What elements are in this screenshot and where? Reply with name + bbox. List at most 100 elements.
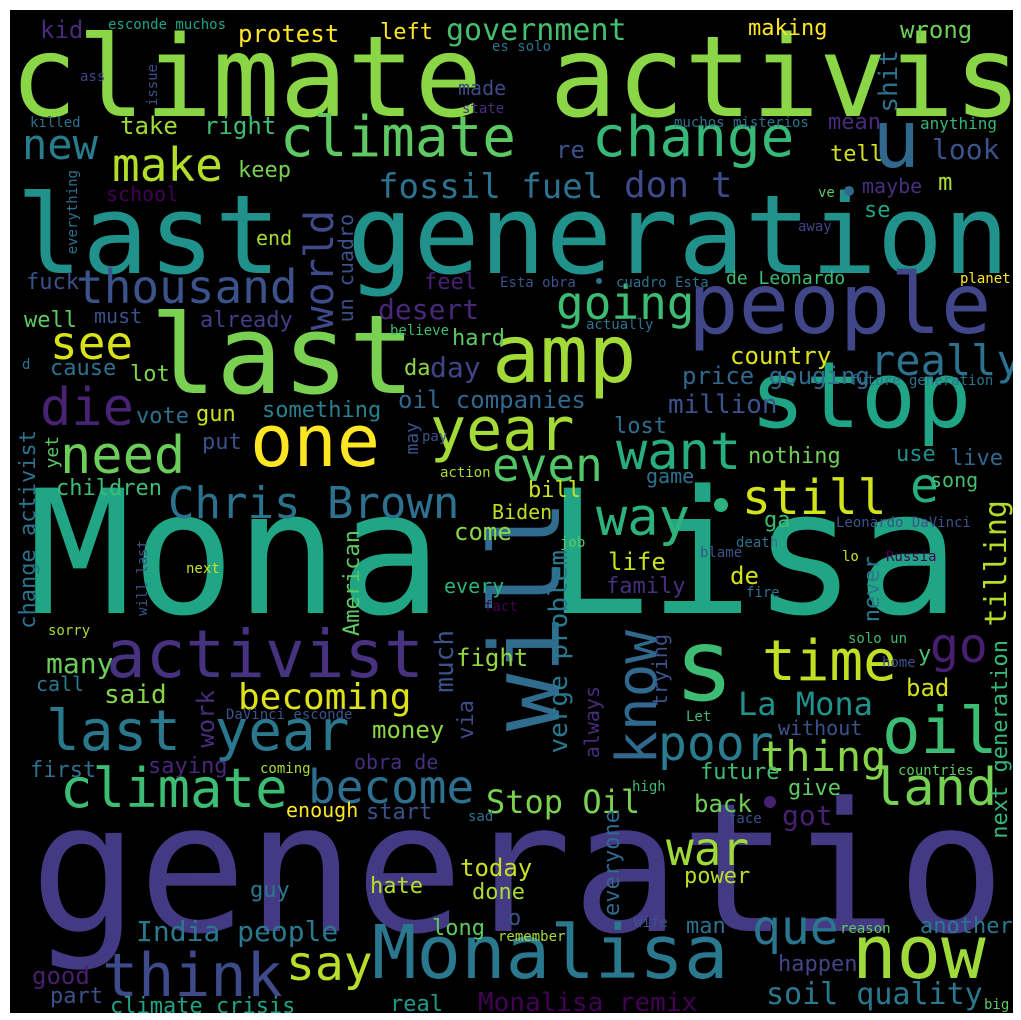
word-yet: yet [42,436,63,469]
word-fire: fire [746,585,780,601]
dot-mark [596,278,602,284]
word-hard: hard [452,326,505,351]
word-let: Let [686,709,712,725]
word-maybe: maybe [862,174,923,198]
word-government: government [446,13,627,48]
word-good: good [32,962,90,990]
word-issue: issue [145,64,161,107]
word-generation: generation [30,765,1013,974]
word-away: away [798,219,832,235]
word-happen: happen [778,952,858,977]
word-said: said [104,680,167,710]
word-die: die [40,378,134,438]
word-still: still [742,470,887,526]
word-trying: trying [648,634,672,707]
word-muchos-misterios: muchos misterios [674,115,809,131]
word-done: done [472,880,525,905]
word-planet: planet [960,271,1011,287]
word-vote: vote [136,404,189,429]
word-fuck: fuck [26,270,79,295]
word-lot: lot [130,362,170,387]
word-future-generation: future generation [850,373,994,389]
word-use: use [896,442,936,467]
word-y: y [918,642,932,667]
word-live: live [950,446,1003,471]
word-keep: keep [238,158,291,183]
word-power: power [684,864,751,889]
word-kid: kid [40,16,84,44]
word-amp: amp [492,308,637,401]
word-call: call [36,672,85,696]
word-d: d [22,357,31,373]
word-fossil-fuel: fossil fuel [378,167,604,207]
word-end: end [256,226,293,250]
word-desert: desert [378,293,480,326]
word-ve: ve [818,185,835,201]
word-right: right [204,112,277,140]
word-wife: Wife [634,915,668,931]
word-song: song [930,468,979,492]
word-tilling: tilling [979,500,1013,627]
word-change: change [592,105,795,170]
word-part: part [50,984,103,1009]
word-man: man [686,914,726,939]
word-blame: blame [700,545,743,561]
word-left: left [380,20,433,45]
word-esconde-muchos: esconde muchos [108,17,227,33]
word-every: every [444,574,505,598]
word-re: re [556,136,585,164]
word-future: future [700,760,780,785]
word-without: without [778,716,863,740]
word-enough: enough [286,798,359,822]
word-coming: coming [260,761,311,777]
word-sorry: sorry [48,623,91,639]
word-obra-de: obra de [354,750,439,774]
word-people: people [688,255,992,353]
word-state: state [462,101,505,117]
word-da: da [404,356,431,381]
word-go: go [930,618,988,674]
word-climate: climate [280,105,517,170]
word-start: start [366,800,433,825]
word-cause: cause [50,356,117,381]
word-verge-problem: verge problem [544,550,574,754]
word-believe: believe [390,323,450,339]
word-may: may [402,422,423,455]
word-fight: fight [456,644,529,672]
word-ga: ga [764,508,791,533]
word-going: going [556,276,695,330]
word-stop-oil: Stop Oil [486,783,641,821]
word-say: say [286,936,373,992]
word-feel: feel [424,270,477,295]
word-s: s [674,607,735,724]
word-saying: saying [148,754,228,779]
word-stop: stop [750,342,972,449]
word-action: action [440,465,491,481]
word-que: que [752,900,839,956]
word-come: come [454,518,512,546]
word-don-t: don t [624,165,733,206]
word-children: children [56,476,162,501]
word-thousand: thousand [76,260,298,314]
word-se: se [864,198,891,223]
word-climate-2: climate [60,757,288,820]
word-climate-activist: climate activist [10,13,1013,143]
word-ass: ass [80,69,106,85]
word-never: never [860,556,885,623]
word-must: must [94,304,143,328]
word-land: land [872,758,998,818]
word-change-activist: change activist [16,430,41,629]
dot-mark [714,498,728,512]
word-shit: shit [874,50,904,113]
word-everything: everything [65,170,81,255]
word-face: face [728,811,762,827]
word-many: many [46,647,114,680]
word-monalisa-remix: Monalisa remix [478,988,698,1013]
word-death: death [736,535,779,551]
word-becoming: becoming [238,677,412,718]
word-last: last [150,291,415,419]
word-think: think [102,941,283,1011]
word-via: via [454,700,479,740]
word-way: way [596,488,690,548]
word-wrong: wrong [900,16,973,44]
